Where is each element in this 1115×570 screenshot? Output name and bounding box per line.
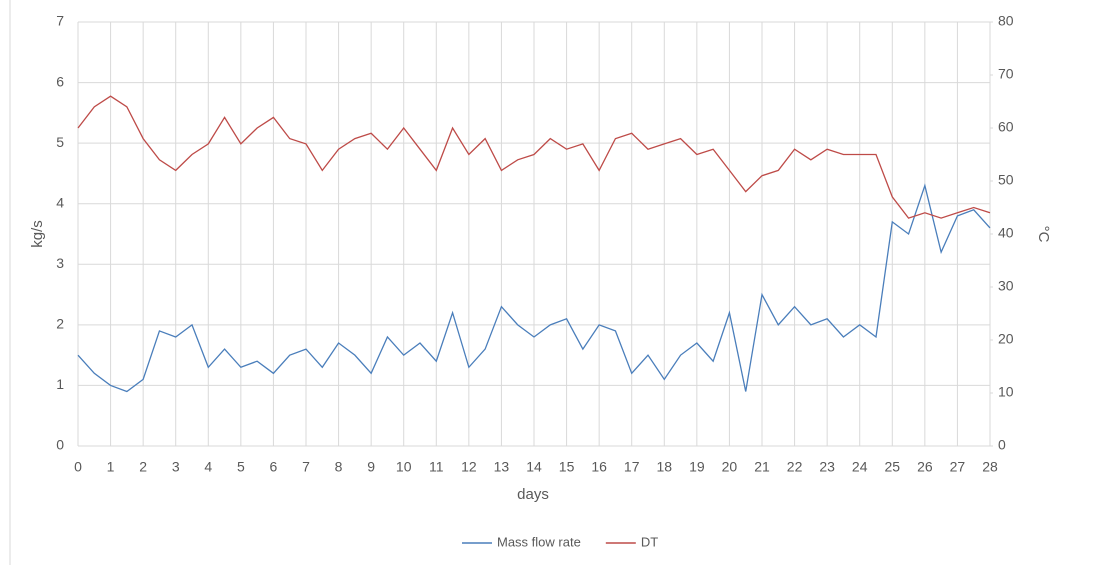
y2-axis-label: °C — [1035, 226, 1052, 243]
y-tick-label: 1 — [56, 376, 64, 392]
y2-tick-label: 60 — [998, 119, 1014, 135]
x-tick-label: 2 — [139, 459, 147, 475]
x-tick-label: 14 — [526, 459, 542, 475]
data-line — [77, 183, 991, 393]
y-tick-label: 0 — [56, 437, 64, 453]
x-tick-label: 26 — [917, 459, 933, 475]
x-tick-label: 19 — [689, 459, 705, 475]
x-tick-label: 3 — [172, 459, 180, 475]
x-tick-label: 24 — [852, 459, 868, 475]
x-tick-label: 23 — [819, 459, 835, 475]
y2-tick-label: 0 — [998, 437, 1006, 453]
legend-label: Mass flow rate — [497, 534, 581, 549]
x-tick-label: 18 — [656, 459, 672, 475]
x-tick-label: 22 — [787, 459, 803, 475]
y-tick-label: 7 — [56, 13, 64, 29]
x-tick-label: 7 — [302, 459, 310, 475]
x-axis-label: days — [517, 486, 549, 503]
x-tick-label: 21 — [754, 459, 770, 475]
x-tick-label: 4 — [204, 459, 212, 475]
x-tick-label: 0 — [74, 459, 82, 475]
x-tick-label: 20 — [722, 459, 738, 475]
x-tick-label: 11 — [429, 459, 444, 475]
x-tick-label: 15 — [559, 459, 575, 475]
x-tick-label: 10 — [396, 459, 412, 475]
x-tick-label: 8 — [335, 459, 343, 475]
x-tick-label: 12 — [461, 459, 477, 475]
data-line — [77, 95, 991, 219]
y2-tick-label: 30 — [998, 278, 1014, 294]
x-tick-label: 25 — [884, 459, 900, 475]
y-tick-label: 2 — [56, 316, 64, 332]
y2-tick-label: 80 — [998, 13, 1014, 29]
x-tick-label: 27 — [950, 459, 966, 475]
x-tick-label: 17 — [624, 459, 640, 475]
y2-tick-label: 20 — [998, 331, 1014, 347]
x-tick-label: 9 — [367, 459, 375, 475]
x-tick-label: 28 — [982, 459, 998, 475]
y2-tick-label: 50 — [998, 172, 1014, 188]
y2-tick-label: 10 — [998, 384, 1014, 400]
y-axis-label: kg/s — [29, 220, 46, 248]
y-tick-label: 4 — [56, 194, 64, 210]
y2-tick-label: 70 — [998, 66, 1014, 82]
y-tick-label: 6 — [56, 73, 64, 89]
x-tick-label: 6 — [270, 459, 278, 475]
x-tick-label: 1 — [107, 459, 115, 475]
y2-tick-label: 40 — [998, 225, 1014, 241]
y-tick-label: 5 — [56, 134, 64, 150]
legend-label: DT — [641, 534, 658, 549]
x-tick-label: 5 — [237, 459, 245, 475]
x-tick-label: 16 — [591, 459, 607, 475]
x-tick-label: 13 — [494, 459, 510, 475]
y-tick-label: 3 — [56, 255, 64, 271]
